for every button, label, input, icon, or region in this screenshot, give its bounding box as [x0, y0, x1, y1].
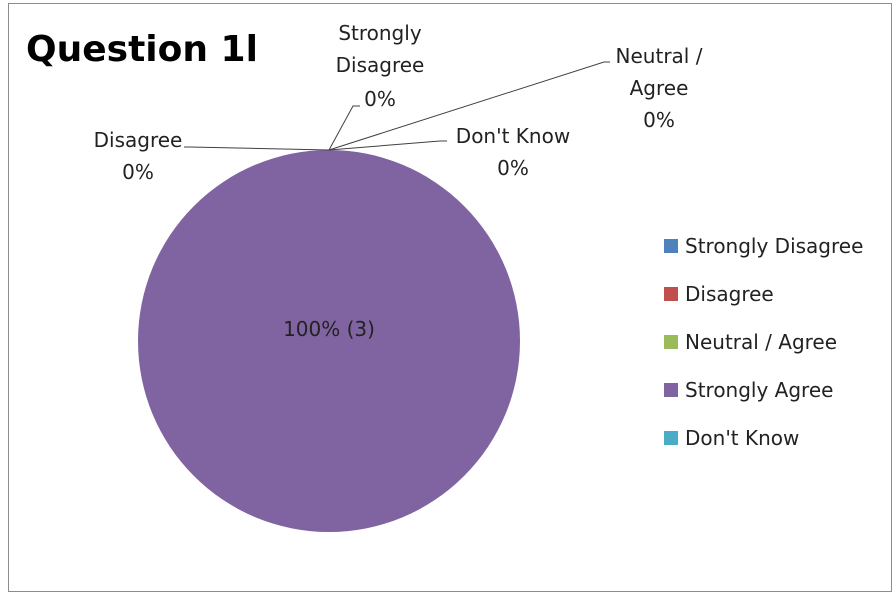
leader-line-strongly-disagree — [329, 106, 360, 150]
legend-label-don-t-know: Don't Know — [685, 426, 799, 450]
chart-title: Question 1l — [26, 29, 258, 70]
label-strongly-disagree-name1: Strongly — [338, 21, 421, 45]
label-disagree-value: 0% — [122, 160, 154, 184]
legend-label-disagree: Disagree — [685, 282, 774, 306]
label-neutral-agree-name2: Agree — [630, 76, 689, 100]
legend-swatch-disagree — [664, 287, 678, 301]
label-neutral-agree-name1: Neutral / — [616, 44, 703, 68]
label-dont-know-value: 0% — [497, 156, 529, 180]
legend-label-strongly-agree: Strongly Agree — [685, 378, 833, 402]
label-strongly-disagree-name2: Disagree — [336, 53, 425, 77]
legend: Strongly Disagree Disagree Neutral / Agree… — [664, 234, 863, 450]
legend-swatch-strongly-disagree — [664, 239, 678, 253]
label-dont-know-name: Don't Know — [456, 124, 570, 148]
label-strongly-agree-value: 100% (3) — [283, 317, 375, 341]
leader-line-disagree — [184, 147, 329, 150]
label-disagree-name: Disagree — [94, 128, 183, 152]
legend-label-strongly-disagree: Strongly Disagree — [685, 234, 863, 258]
legend-swatch-strongly-agree — [664, 383, 678, 397]
legend-label-neutral-agree: Neutral / Agree — [685, 330, 837, 354]
label-neutral-agree-value: 0% — [643, 108, 675, 132]
legend-swatch-neutral-agree — [664, 335, 678, 349]
pie-slices — [138, 150, 520, 532]
label-strongly-disagree-value: 0% — [364, 87, 396, 111]
leader-line-dont-know — [329, 141, 447, 150]
legend-swatch-don-t-know — [664, 431, 678, 445]
